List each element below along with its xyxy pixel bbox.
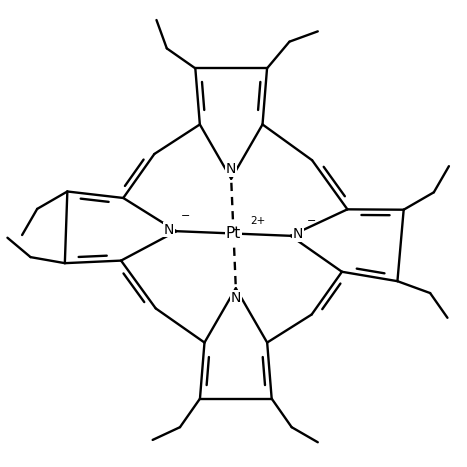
Text: −: − xyxy=(307,216,316,226)
Text: N: N xyxy=(293,227,303,241)
Text: Pt: Pt xyxy=(226,226,241,241)
Text: N: N xyxy=(226,163,236,177)
Text: −: − xyxy=(181,211,191,221)
Text: 2+: 2+ xyxy=(250,216,265,226)
Text: N: N xyxy=(164,223,174,237)
Text: N: N xyxy=(231,290,241,304)
